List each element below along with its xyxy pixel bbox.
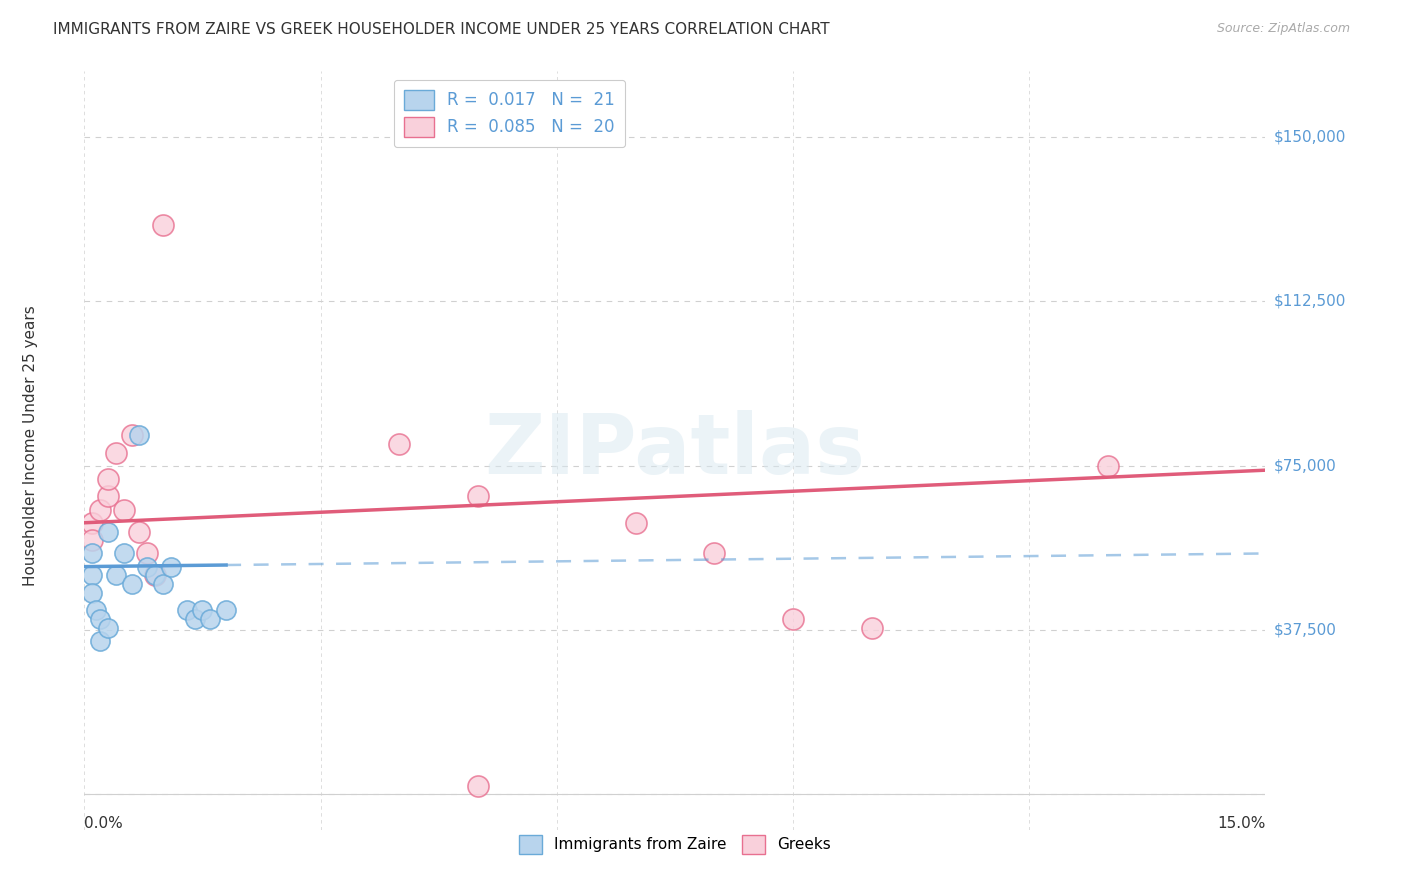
Point bbox=[136, 546, 159, 560]
Point bbox=[176, 603, 198, 617]
Point bbox=[160, 559, 183, 574]
Point bbox=[121, 577, 143, 591]
Point bbox=[112, 546, 135, 560]
Point bbox=[89, 502, 111, 516]
Text: $112,500: $112,500 bbox=[1274, 294, 1346, 309]
Text: $37,500: $37,500 bbox=[1274, 623, 1336, 638]
Point bbox=[121, 428, 143, 442]
Point bbox=[467, 490, 489, 504]
Text: IMMIGRANTS FROM ZAIRE VS GREEK HOUSEHOLDER INCOME UNDER 25 YEARS CORRELATION CHA: IMMIGRANTS FROM ZAIRE VS GREEK HOUSEHOLD… bbox=[53, 22, 830, 37]
Text: 15.0%: 15.0% bbox=[1218, 816, 1265, 831]
Point bbox=[97, 621, 120, 635]
Point bbox=[104, 568, 127, 582]
Legend: Immigrants from Zaire, Greeks: Immigrants from Zaire, Greeks bbox=[513, 829, 837, 860]
Point bbox=[388, 437, 411, 451]
Point bbox=[82, 516, 104, 530]
Point bbox=[467, 779, 489, 793]
Point bbox=[143, 568, 166, 582]
Point bbox=[82, 586, 104, 600]
Point bbox=[152, 577, 174, 591]
Text: 0.0%: 0.0% bbox=[84, 816, 124, 831]
Point bbox=[136, 559, 159, 574]
Point bbox=[183, 612, 205, 626]
Point bbox=[97, 524, 120, 539]
Point bbox=[215, 603, 238, 617]
Point bbox=[97, 490, 120, 504]
Point bbox=[82, 533, 104, 548]
Point bbox=[782, 612, 804, 626]
Point bbox=[624, 516, 647, 530]
Point bbox=[143, 568, 166, 582]
Point bbox=[860, 621, 883, 635]
Point bbox=[112, 502, 135, 516]
Point bbox=[97, 472, 120, 486]
Point bbox=[152, 218, 174, 232]
Text: Householder Income Under 25 years: Householder Income Under 25 years bbox=[24, 306, 38, 586]
Point bbox=[200, 612, 222, 626]
Point bbox=[89, 612, 111, 626]
Text: $75,000: $75,000 bbox=[1274, 458, 1336, 474]
Point bbox=[1097, 458, 1119, 473]
Point bbox=[191, 603, 214, 617]
Point bbox=[82, 568, 104, 582]
Point bbox=[128, 428, 150, 442]
Point bbox=[84, 603, 107, 617]
Point bbox=[82, 546, 104, 560]
Text: Source: ZipAtlas.com: Source: ZipAtlas.com bbox=[1216, 22, 1350, 36]
Text: $150,000: $150,000 bbox=[1274, 129, 1346, 145]
Point bbox=[128, 524, 150, 539]
Text: ZIPatlas: ZIPatlas bbox=[485, 410, 865, 491]
Point bbox=[104, 445, 127, 459]
Point bbox=[89, 634, 111, 648]
Point bbox=[703, 546, 725, 560]
